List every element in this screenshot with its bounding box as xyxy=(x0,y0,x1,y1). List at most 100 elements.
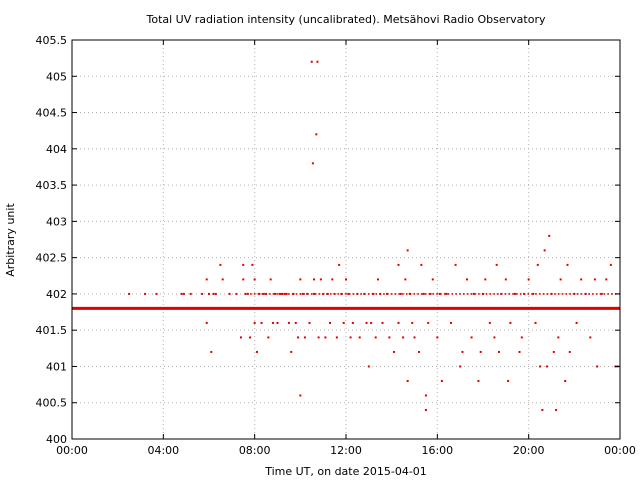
data-point xyxy=(411,321,414,324)
data-point xyxy=(466,278,469,281)
data-point xyxy=(482,292,484,295)
data-point xyxy=(600,292,603,295)
data-point xyxy=(589,336,592,339)
data-point xyxy=(388,336,391,339)
data-point xyxy=(497,350,500,353)
data-point xyxy=(340,292,343,295)
data-point xyxy=(381,321,384,324)
data-point xyxy=(424,408,427,411)
data-point xyxy=(201,292,204,295)
data-point xyxy=(413,336,416,339)
data-point xyxy=(372,292,375,295)
data-point xyxy=(278,292,281,295)
data-point xyxy=(274,292,277,295)
data-point xyxy=(333,292,336,295)
data-point xyxy=(349,336,352,339)
y-tick-label: 402.5 xyxy=(36,252,68,265)
data-point xyxy=(287,321,290,324)
data-point xyxy=(365,321,368,324)
data-point xyxy=(239,336,242,339)
data-point xyxy=(440,379,443,382)
y-tick-label: 403 xyxy=(46,215,67,228)
data-point xyxy=(329,321,332,324)
data-point xyxy=(299,278,302,281)
data-point xyxy=(548,234,551,237)
data-point xyxy=(450,321,453,324)
data-point xyxy=(180,292,183,295)
data-point xyxy=(276,321,279,324)
data-point xyxy=(513,292,516,295)
data-point xyxy=(313,278,316,281)
data-point xyxy=(155,292,158,295)
data-point xyxy=(285,292,288,295)
data-point xyxy=(520,336,523,339)
data-point xyxy=(404,278,407,281)
data-point xyxy=(214,292,217,295)
data-point xyxy=(342,321,345,324)
data-point xyxy=(566,263,569,266)
data-point xyxy=(397,321,400,324)
data-point xyxy=(299,394,302,397)
data-point xyxy=(575,321,578,324)
data-point xyxy=(338,263,341,266)
data-point xyxy=(235,292,238,295)
data-point xyxy=(523,292,526,295)
data-point xyxy=(205,321,208,324)
data-point xyxy=(324,336,327,339)
data-point xyxy=(406,249,409,252)
data-point xyxy=(470,336,473,339)
data-point xyxy=(379,292,382,295)
data-point xyxy=(128,292,131,295)
data-point xyxy=(534,321,537,324)
data-point xyxy=(445,292,448,295)
data-point xyxy=(584,292,587,295)
data-point xyxy=(251,263,254,266)
data-point xyxy=(609,263,612,266)
data-point xyxy=(500,292,503,295)
data-point xyxy=(182,292,185,295)
data-point xyxy=(518,350,521,353)
x-tick-label: 04:00 xyxy=(147,444,179,457)
y-axis-label: Arbitrary unit xyxy=(4,203,17,277)
data-point xyxy=(271,321,274,324)
data-point xyxy=(454,263,457,266)
data-point xyxy=(484,278,487,281)
data-point xyxy=(399,292,402,295)
data-point xyxy=(313,292,316,295)
x-tick-label: 08:00 xyxy=(239,444,271,457)
data-point xyxy=(317,336,320,339)
data-point xyxy=(258,292,261,295)
data-point xyxy=(303,336,306,339)
data-point xyxy=(205,278,208,281)
data-point xyxy=(545,365,548,368)
data-point xyxy=(429,292,432,295)
data-point xyxy=(345,278,347,281)
data-point xyxy=(495,263,498,266)
data-point xyxy=(580,278,583,281)
data-point xyxy=(552,350,555,353)
y-tick-label: 405 xyxy=(46,70,67,83)
y-tick-label: 405.5 xyxy=(36,34,68,47)
data-point xyxy=(255,350,258,353)
data-point xyxy=(310,60,313,63)
data-point xyxy=(472,292,475,295)
data-point xyxy=(208,292,210,295)
y-tick-label: 400 xyxy=(46,433,67,446)
x-tick-label: 00:00 xyxy=(56,444,88,457)
data-point xyxy=(424,394,427,397)
y-tick-label: 404.5 xyxy=(36,107,68,120)
data-point xyxy=(301,292,304,295)
data-point xyxy=(358,336,361,339)
data-point xyxy=(267,336,270,339)
data-point xyxy=(392,350,395,353)
data-point xyxy=(593,278,596,281)
y-tick-label: 403.5 xyxy=(36,179,68,192)
data-point xyxy=(319,278,322,281)
data-point xyxy=(246,292,249,295)
y-tick-label: 401.5 xyxy=(36,324,68,337)
data-point xyxy=(253,278,256,281)
data-point xyxy=(315,133,318,136)
data-point xyxy=(249,336,252,339)
x-tick-label: 16:00 xyxy=(421,444,453,457)
